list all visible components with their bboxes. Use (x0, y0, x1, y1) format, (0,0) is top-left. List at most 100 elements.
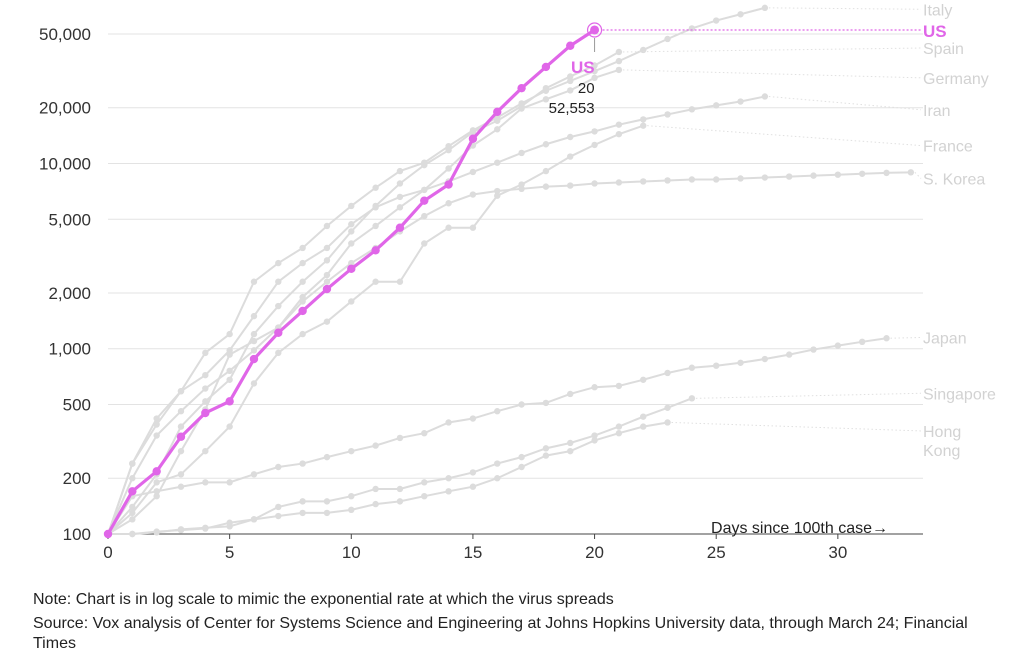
series-point (664, 404, 671, 411)
series-point (907, 169, 915, 176)
series-point (396, 204, 404, 211)
series-point (348, 492, 355, 500)
series-point (591, 128, 598, 135)
series-point (299, 259, 306, 267)
series-point (567, 77, 574, 85)
series-point (250, 347, 258, 354)
series-label: Singapore (923, 386, 996, 403)
series-point (299, 330, 306, 338)
us-point (152, 467, 161, 476)
series-point (615, 179, 623, 186)
series-label: Germany (923, 71, 989, 88)
series-point (567, 439, 574, 447)
us-point (444, 180, 453, 189)
series-point (348, 240, 355, 247)
us-point (468, 134, 478, 143)
x-axis-label: Days since 100th case→ (711, 520, 888, 537)
series-point (202, 525, 209, 532)
series-point (542, 84, 550, 92)
series-point (591, 437, 598, 444)
series-point (421, 430, 428, 437)
series-point (372, 485, 379, 493)
chart-note: Note: Chart is in log scale to mimic the… (33, 591, 614, 608)
series-point (761, 174, 769, 181)
series-point (275, 302, 282, 310)
us-point (420, 196, 429, 205)
series-point (323, 318, 331, 325)
series-label: Hong (923, 424, 961, 441)
series-point (348, 228, 355, 235)
us-point (128, 487, 137, 496)
series-point (153, 415, 160, 422)
series-point (591, 141, 598, 149)
series-point (348, 506, 355, 514)
series-point (810, 172, 817, 179)
series-point (396, 498, 404, 505)
us-point (274, 328, 283, 337)
series-leader (695, 392, 922, 399)
series-point (421, 161, 428, 169)
series-point (640, 413, 647, 420)
series-point (177, 387, 185, 395)
series-point (615, 121, 623, 128)
series-point (615, 430, 623, 437)
us-point (395, 223, 405, 232)
us-callout-cases: 52,553 (549, 100, 595, 117)
series-label: Iran (923, 103, 951, 120)
series-point (202, 385, 209, 392)
series-point (129, 475, 136, 482)
series-line (107, 6, 766, 535)
series-point (713, 17, 720, 24)
us-callout-day: 20 (578, 80, 595, 97)
series-point (421, 240, 428, 247)
us-point (347, 264, 356, 274)
series-point (129, 516, 136, 523)
series-point (664, 177, 671, 184)
series-point (250, 471, 258, 478)
us-point (298, 306, 307, 316)
series-point (542, 96, 550, 103)
series-point (396, 485, 404, 493)
series-point (202, 349, 209, 357)
series-point (542, 445, 550, 452)
series-point (494, 117, 501, 124)
series-line (107, 68, 620, 535)
x-tick-label: 10 (342, 543, 361, 562)
series-leader (622, 69, 922, 79)
y-tick-label: 5,000 (48, 210, 91, 229)
series-point (299, 298, 306, 305)
series-point (250, 516, 258, 523)
series-point (664, 419, 671, 426)
series-label: Japan (923, 330, 967, 347)
series-line (108, 421, 668, 535)
series-point (348, 202, 355, 210)
series-point (445, 200, 452, 207)
series-point (737, 175, 744, 182)
series-point (202, 398, 209, 405)
series-point (396, 167, 404, 175)
series-point (494, 192, 501, 199)
series-line (107, 51, 620, 535)
us-point-ring (586, 22, 603, 38)
y-tick-label: 1,000 (48, 340, 91, 359)
series-point (542, 141, 550, 148)
series-label: France (923, 139, 973, 156)
us-series: US US 20 52,553 (103, 22, 947, 539)
series-point (275, 503, 282, 511)
series-point (323, 271, 331, 279)
series-point (858, 170, 866, 177)
series-point (153, 528, 160, 535)
series-point (323, 278, 331, 285)
y-tick-label: 100 (63, 525, 91, 544)
series-point (153, 432, 160, 439)
other-countries-series (104, 4, 915, 538)
series-point (250, 312, 258, 320)
series-point (421, 186, 428, 194)
series-point (372, 184, 379, 191)
series-point (542, 183, 550, 190)
series-point (129, 503, 136, 511)
series-point (810, 346, 817, 353)
series-point (396, 278, 404, 285)
series-point (299, 460, 306, 467)
series-point (275, 463, 282, 471)
